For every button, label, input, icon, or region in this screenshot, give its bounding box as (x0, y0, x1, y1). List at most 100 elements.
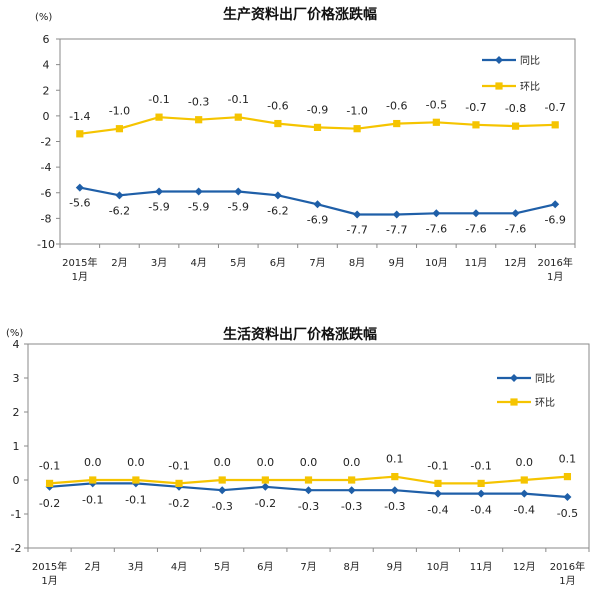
data-label: -0.4 (470, 504, 491, 517)
data-point-square (353, 125, 361, 133)
data-label: -7.6 (426, 222, 447, 235)
data-label: -0.3 (188, 96, 209, 109)
data-point-diamond (218, 486, 227, 495)
y-tick-label: 2 (13, 406, 20, 419)
x-tick-label: 2015年 (62, 256, 97, 269)
y-tick-label: -10 (37, 238, 55, 251)
data-point-diamond (115, 191, 124, 200)
y-tick-label: -2 (11, 542, 22, 555)
data-label: 0.0 (300, 456, 318, 469)
data-point-diamond (304, 486, 313, 495)
data-point-diamond (520, 489, 529, 498)
data-point-square (472, 121, 480, 129)
data-label: -0.1 (228, 93, 249, 106)
data-point-diamond (194, 187, 203, 196)
data-point-diamond (432, 209, 441, 218)
data-label: -5.9 (148, 200, 169, 213)
data-label: 0.1 (559, 453, 577, 466)
data-label: -5.6 (69, 197, 90, 210)
data-label: -0.6 (267, 100, 288, 113)
data-label: -5.9 (188, 200, 209, 213)
data-label: 0.0 (257, 456, 275, 469)
data-label: -0.5 (557, 507, 578, 520)
y-unit-label: (%) (35, 12, 52, 23)
legend-marker-square (495, 82, 503, 90)
x-tick-label: 8月 (349, 257, 365, 269)
y-tick-label: -2 (41, 136, 52, 149)
data-label: -0.9 (307, 103, 328, 116)
data-point-square (348, 476, 356, 484)
x-tick-label: 10月 (425, 257, 448, 269)
x-tick-label: 11月 (465, 257, 488, 269)
data-point-square (304, 476, 313, 484)
y-tick-label: -6 (41, 187, 52, 200)
data-point-diamond (433, 489, 442, 498)
x-tick-label: 3月 (151, 257, 167, 269)
data-point-diamond (477, 489, 486, 498)
data-label: -0.6 (386, 100, 407, 113)
data-point-square (551, 121, 559, 129)
data-label: -5.9 (228, 200, 249, 213)
y-tick-label: 1 (13, 440, 20, 453)
data-label: -6.2 (267, 204, 288, 217)
series-group: -5.6 -6.2 -5.9 -5.9 -5.9 -6.2 -6.9 -7.7 -7.7 -7.6… (69, 93, 566, 236)
x-tick-label: 8月 (343, 561, 359, 573)
x-tick-label: 11月 (470, 561, 493, 573)
data-point-diamond (563, 493, 572, 501)
y-tick-label: -4 (41, 161, 52, 174)
data-point-diamond (234, 187, 243, 196)
x-tick-label: 4月 (171, 561, 187, 573)
data-point-diamond (511, 209, 520, 218)
data-point-diamond (261, 482, 270, 491)
data-label: -0.3 (298, 500, 319, 513)
x-tick-label: 6月 (270, 257, 286, 269)
data-label: -7.7 (386, 224, 407, 237)
data-point-square (76, 130, 84, 138)
data-label: -0.1 (39, 459, 60, 472)
y-tick-label: -8 (41, 212, 52, 225)
x-tick-label: 4月 (190, 257, 206, 269)
x-tick-label: 1月 (559, 575, 575, 587)
data-point-square (511, 122, 520, 130)
legend-label: 同比 (535, 373, 555, 385)
data-label: -0.8 (505, 102, 526, 115)
x-axis: 2015年 1月 2月 3月 4月 5月 6月 7月 8月 9月 10月 11月 12月 2016年 1月 (59, 244, 576, 283)
data-point-diamond (75, 183, 84, 192)
x-tick-label: 7月 (300, 561, 316, 573)
y-tick-label: 4 (43, 59, 50, 72)
data-point-square (218, 476, 226, 484)
x-tick-label: 2月 (85, 561, 101, 573)
x-tick-label: 12月 (504, 257, 527, 269)
data-label: -0.3 (211, 500, 232, 513)
data-label: -0.4 (514, 504, 535, 517)
data-label: -0.7 (465, 101, 486, 114)
data-label: -0.4 (427, 504, 448, 517)
data-label: -7.7 (346, 224, 367, 237)
y-unit-label: (%) (6, 328, 23, 339)
data-point-diamond (155, 187, 164, 196)
data-point-square (261, 476, 269, 484)
y-axis: -2 -1 0 1 2 3 4 (11, 338, 28, 555)
data-point-square (234, 113, 242, 121)
data-label: -0.1 (470, 459, 491, 472)
chart-title: 生产资料出厂价格涨跌幅 (223, 6, 377, 23)
y-tick-label: 6 (43, 33, 50, 46)
legend-label: 环比 (535, 397, 555, 409)
data-point-square (313, 123, 322, 132)
x-tick-label: 2015年 (32, 560, 67, 573)
x-tick-label: 6月 (257, 561, 273, 573)
data-point-square (274, 119, 282, 128)
y-tick-label: 3 (13, 372, 20, 385)
data-point-square (434, 479, 442, 487)
data-point-diamond (551, 200, 560, 209)
y-tick-label: 4 (13, 338, 20, 351)
data-point-diamond (313, 200, 322, 209)
y-tick-label: 0 (13, 474, 20, 487)
data-label: -0.1 (427, 459, 448, 472)
x-axis: 2015年 1月 2月 3月 4月 5月 6月 7月 8月 9月 10月 11月 12月 2016年 1月 (27, 548, 590, 587)
chart-living-materials: 生活资料出厂价格涨跌幅 (%) -2 -1 0 1 2 3 4 2015年 1月 2月 3月 4月 5… (6, 326, 590, 587)
x-tick-label: 1月 (72, 271, 88, 283)
legend-label: 同比 (520, 55, 540, 67)
